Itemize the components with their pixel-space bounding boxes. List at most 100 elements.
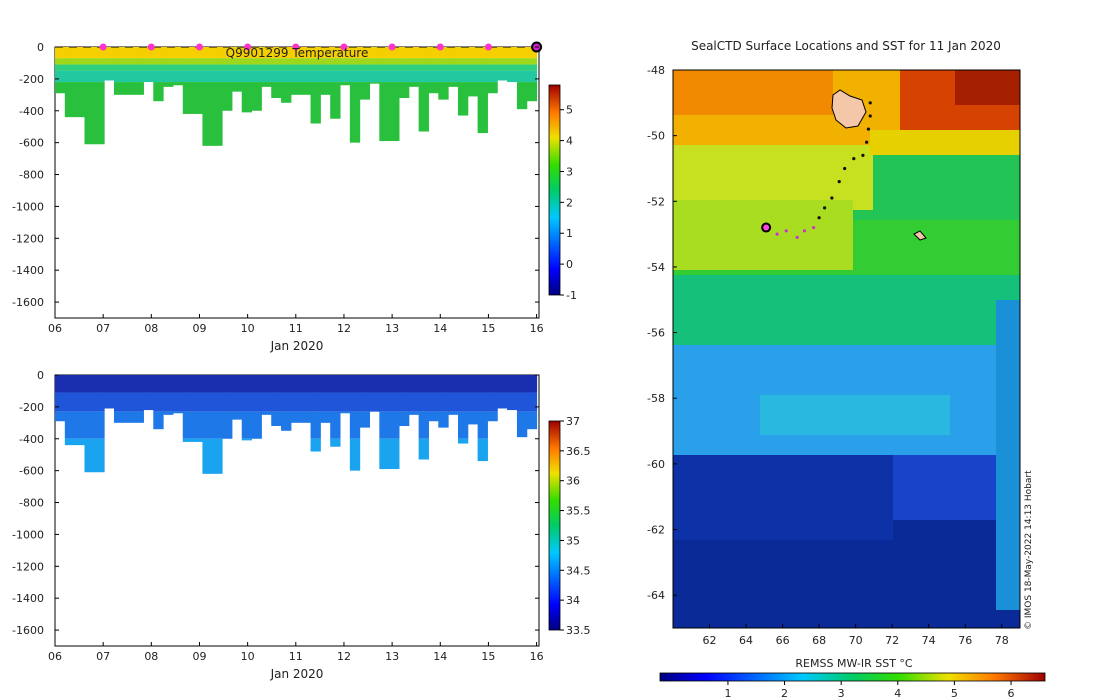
salinity-profile-cell [290, 411, 302, 423]
temperature-profile-cell [241, 58, 253, 65]
temperature-colorbar [548, 84, 561, 296]
temperature-colorbar-tick-label: 4 [566, 135, 573, 148]
temperature-profile-cell [182, 70, 194, 83]
salinity-profile-cell [281, 392, 292, 412]
temperature-colorbar-tick-label: 0 [566, 258, 573, 271]
salinity-profile-cell [290, 375, 302, 393]
temperature-profile-cell [349, 47, 361, 59]
temperature-profile-cell [55, 82, 66, 94]
salinity-y-tick-label: 0 [37, 369, 44, 382]
temperature-profile-cell [310, 47, 321, 59]
temperature-profile-cell [133, 47, 144, 59]
temperature-profile-cell [281, 82, 292, 103]
salinity-profile-cell [310, 375, 321, 393]
salinity-profile-cell [74, 392, 85, 412]
temperature-profile-cell [369, 58, 380, 65]
temperature-x-tick-label: 07 [96, 322, 110, 335]
salinity-profile-cell [448, 392, 459, 412]
temperature-profile-cell [290, 64, 302, 71]
temperature-profile-cell [55, 47, 66, 59]
temperature-profile-cell [153, 82, 164, 102]
temperature-colorbar-tick-label: 1 [566, 227, 573, 240]
salinity-profile-cell [231, 392, 243, 412]
salinity-profile-cell [418, 392, 429, 412]
salinity-profile-cell [64, 411, 76, 439]
temperature-profile-cell [251, 64, 262, 71]
temperature-profile-cell [241, 82, 253, 113]
salinity-profile-cell [281, 411, 292, 431]
salinity-y-tick-label: -800 [19, 497, 44, 510]
salinity-profile-cell [320, 411, 331, 423]
temperature-profile-cell [231, 64, 243, 71]
salinity-profile-cell [241, 438, 253, 441]
sst-colorbar-tick-label: 5 [951, 687, 958, 700]
salinity-profile-cell [340, 411, 351, 414]
salinity-profile-cell [467, 375, 479, 393]
temperature-profile-cell [251, 70, 262, 83]
temperature-profile-cell [526, 64, 538, 71]
sst-field [673, 70, 1020, 628]
temperature-profile-cell [222, 64, 233, 71]
salinity-profile-cell [320, 392, 331, 412]
salinity-profile-cell [398, 375, 410, 393]
map-y-tick-label: -54 [647, 261, 665, 274]
temperature-profile-cell [74, 64, 85, 71]
temperature-profile-cell [516, 70, 528, 83]
temperature-profile-cell [143, 47, 154, 59]
temperature-profile-cell [330, 82, 341, 119]
temperature-profile-cell [487, 64, 498, 71]
temperature-profile-cell [64, 70, 76, 83]
salinity-profile-cell [418, 411, 429, 439]
temperature-profile-cell [516, 47, 528, 59]
temperature-profile-cell [477, 82, 488, 134]
salinity-profile-cell [349, 411, 361, 439]
temperature-profile-cell [231, 70, 243, 83]
temperature-profile-cell [359, 70, 371, 83]
track-point [795, 235, 799, 239]
temperature-profile-cell [281, 64, 292, 71]
temperature-profile-cell [330, 47, 341, 59]
temperature-profile-cell [202, 58, 213, 65]
salinity-profile-cell [300, 411, 312, 423]
temperature-profile-cell [251, 82, 262, 111]
salinity-profile-cell [457, 411, 469, 439]
temperature-profile-cell [418, 58, 429, 65]
salinity-profile-cell [418, 375, 429, 393]
temperature-profile-cell [349, 64, 361, 71]
salinity-profile-cell [74, 375, 85, 393]
temperature-profile-cell [64, 64, 76, 71]
temperature-profile-cell [172, 70, 184, 83]
salinity-profile-cell [64, 438, 76, 446]
salinity-profile-cell [84, 411, 95, 439]
temperature-profile-cell [408, 70, 420, 83]
temperature-profile-cell [172, 47, 184, 59]
salinity-profile-cell [487, 375, 498, 393]
temperature-profile-cell [271, 58, 282, 65]
temperature-profile-cell [526, 58, 538, 65]
temperature-profile-cell [202, 70, 213, 83]
salinity-profile-cell [241, 392, 253, 412]
temperature-profile-cell [143, 70, 154, 83]
salinity-profile-cell [516, 411, 528, 438]
salinity-profile-cell [153, 392, 164, 412]
temperature-profile-cell [487, 47, 498, 59]
temperature-profile-cell [222, 82, 233, 111]
salinity-profile-cell [467, 392, 479, 412]
salinity-profile-cell [398, 392, 410, 412]
temperature-profile-cell [507, 58, 518, 65]
temperature-profile-cell [74, 82, 85, 118]
temperature-profile-cell [438, 47, 449, 59]
salinity-colorbar [548, 420, 561, 631]
temperature-profile-cell [172, 64, 184, 71]
salinity-profile-cell [389, 411, 400, 439]
temperature-profile-cell [340, 58, 351, 65]
temperature-profile-cell [192, 47, 203, 59]
temperature-profile-cell [310, 70, 321, 83]
temperature-profile-cell [379, 64, 390, 71]
temperature-profile-cell [448, 47, 459, 59]
map-y-tick-label: -58 [647, 392, 665, 405]
temperature-profile-cell [74, 58, 85, 65]
surface-location-marker [292, 43, 300, 51]
temperature-profile-cell [113, 82, 125, 95]
